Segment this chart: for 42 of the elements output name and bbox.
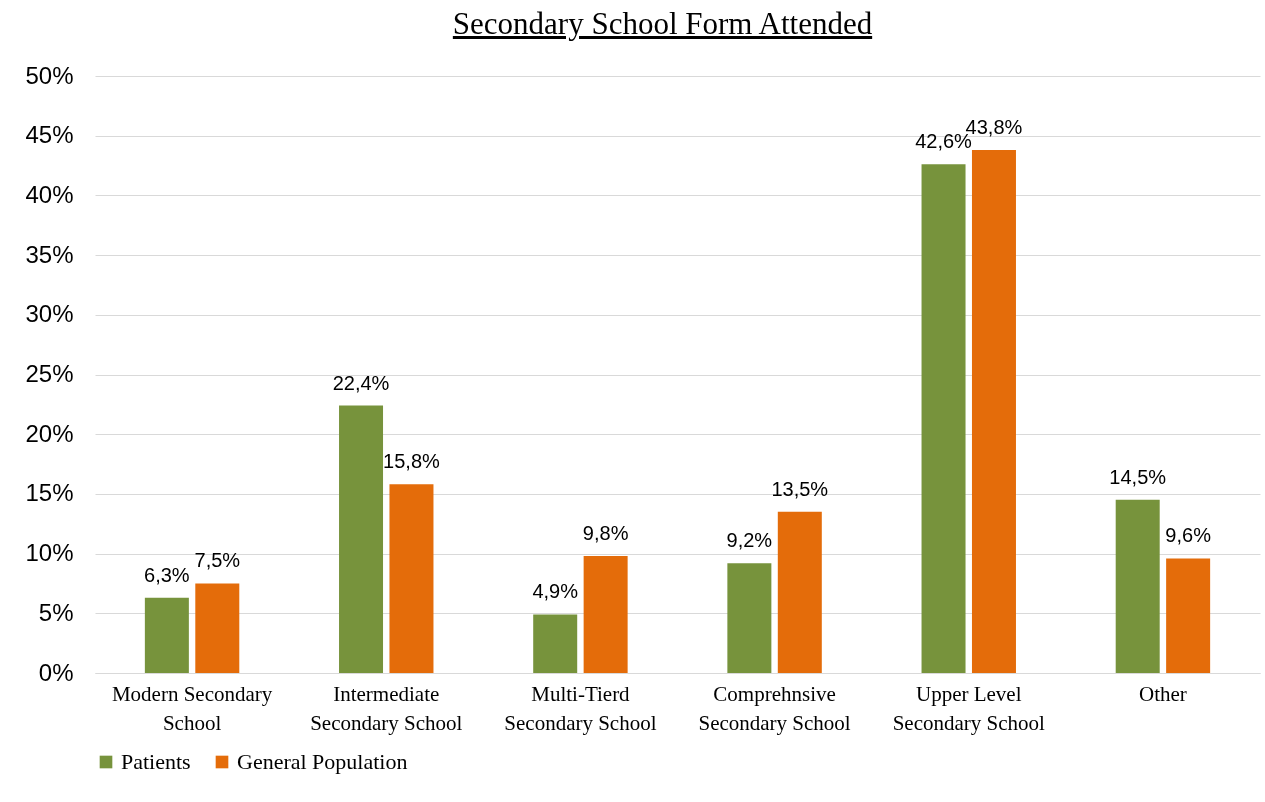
- data-label: 9,2%: [726, 529, 773, 552]
- x-tick-label: Other: [1139, 681, 1187, 706]
- data-label: 9,8%: [582, 521, 629, 544]
- bar: [921, 164, 966, 673]
- y-tick-label: 45%: [25, 121, 74, 149]
- y-tick-label: 15%: [25, 479, 74, 507]
- data-label: 22,4%: [332, 371, 390, 394]
- y-tick-label: 25%: [25, 360, 74, 387]
- legend-label: General Population: [237, 749, 408, 774]
- data-label: 4,9%: [532, 580, 579, 603]
- x-tick-label: Upper Level Secondary School: [892, 681, 1046, 735]
- y-tick-label: 30%: [25, 300, 74, 328]
- bar: [727, 563, 772, 673]
- x-tick-label: Intermediate Secondary School: [310, 681, 463, 735]
- data-label: 7,5%: [194, 549, 241, 572]
- bar: [971, 150, 1016, 673]
- bar: [144, 597, 189, 673]
- bar: [1166, 558, 1211, 673]
- x-tick-label: Modern Secondary School: [111, 681, 273, 735]
- bar: [1115, 499, 1160, 673]
- bar: [583, 555, 628, 673]
- y-tick-label: 5%: [38, 598, 74, 626]
- bar: [339, 405, 384, 673]
- y-tick-label: 35%: [25, 240, 74, 268]
- x-tick-label: Multi-Tierd Secondary School: [504, 681, 657, 735]
- chart-title: Secondary School Form Attended: [451, 6, 874, 43]
- bar: [389, 484, 434, 673]
- y-tick-label: 20%: [25, 419, 74, 447]
- data-label: 9,6%: [1165, 524, 1212, 547]
- data-label: 6,3%: [144, 563, 190, 586]
- y-tick-label: 10%: [25, 539, 74, 567]
- data-label: 14,5%: [1109, 465, 1167, 488]
- bar: [533, 614, 578, 673]
- y-tick-label: 40%: [25, 180, 74, 208]
- bar: [195, 583, 240, 673]
- x-tick-label: Comprehnsive Secondary School: [698, 681, 851, 735]
- data-label: 13,5%: [771, 477, 829, 500]
- y-tick-label: 50%: [25, 61, 74, 89]
- data-label: 15,8%: [383, 450, 441, 473]
- legend-label: Patients: [121, 749, 191, 774]
- bar: [777, 511, 822, 673]
- y-tick-label: 0%: [38, 658, 74, 686]
